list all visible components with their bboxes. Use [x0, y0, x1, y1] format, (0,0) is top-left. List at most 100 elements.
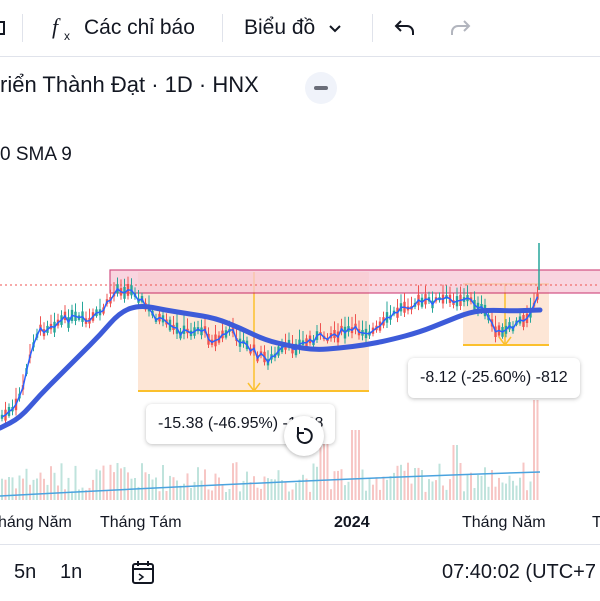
- chart-type-dropdown[interactable]: Biểu đồ: [244, 10, 345, 46]
- volume-bar: [487, 486, 490, 500]
- volume-bar: [410, 483, 413, 500]
- volume-bar: [323, 440, 325, 500]
- volume-bar: [18, 475, 21, 500]
- undo-button[interactable]: [392, 10, 418, 46]
- volume-bar: [277, 470, 280, 500]
- indicator-legend[interactable]: 0 SMA 9: [0, 144, 72, 165]
- volume-bar: [477, 475, 479, 500]
- volume-bar: [22, 478, 24, 500]
- volume-bar: [148, 474, 150, 500]
- resistance-zone[interactable]: [109, 269, 600, 294]
- toolbar-divider: [22, 14, 23, 42]
- volume-bar: [368, 478, 371, 500]
- cut-off-icon: [0, 21, 5, 35]
- measure-label-2: -8.12 (-25.60%) -812: [408, 358, 580, 398]
- volume-bar: [249, 482, 252, 500]
- volume-bar: [60, 463, 63, 500]
- volume-bar: [428, 479, 430, 500]
- volume-bar: [263, 476, 266, 500]
- volume-bar: [344, 485, 346, 500]
- volume-bar: [407, 462, 409, 500]
- volume-bar: [442, 485, 444, 500]
- date-range-button[interactable]: [130, 559, 158, 593]
- fx-icon: f x: [52, 14, 70, 42]
- volume-bar: [305, 478, 308, 500]
- volume-bar: [298, 479, 301, 500]
- volume-bar: [417, 467, 420, 500]
- volume-bar: [466, 474, 469, 500]
- volume-bar: [239, 491, 241, 500]
- volume-bar: [4, 479, 7, 500]
- time-label: 2024: [334, 514, 370, 531]
- volume-bar: [372, 484, 374, 500]
- volume-bar: [246, 471, 248, 500]
- volume-bar: [452, 445, 455, 500]
- volume-bar: [64, 489, 66, 500]
- volume-bar: [221, 485, 224, 500]
- volume-bar: [333, 471, 336, 500]
- volume-bar: [11, 477, 14, 500]
- top-toolbar: f x Các chỉ báo Biểu đồ: [0, 0, 600, 57]
- toolbar-divider: [222, 14, 223, 42]
- volume-bar: [295, 483, 297, 500]
- volume-bar: [382, 476, 385, 500]
- volume-bar: [228, 489, 231, 500]
- volume-bar: [463, 491, 465, 500]
- volume-bar: [197, 467, 199, 500]
- redo-icon: [451, 20, 471, 35]
- volume-bar: [361, 469, 364, 500]
- volume-bar: [50, 466, 52, 500]
- volume-bar: [53, 472, 56, 500]
- volume-bar: [120, 468, 122, 500]
- volume-bar: [302, 474, 304, 500]
- range-5d-button[interactable]: 5n: [14, 561, 37, 583]
- volume-bar: [211, 490, 213, 500]
- volume-bar: [431, 481, 434, 500]
- clock-time[interactable]: 07:40:02 (UTC+7: [442, 561, 596, 583]
- volume-bar: [39, 472, 42, 500]
- volume-bar: [424, 491, 427, 500]
- range-1d-button[interactable]: 1n: [60, 561, 83, 583]
- volume-bar: [25, 468, 28, 500]
- volume-bar: [190, 488, 192, 500]
- volume-bar: [309, 491, 311, 500]
- volume-bar: [78, 489, 80, 500]
- volume-bar: [113, 472, 115, 500]
- toolbar-left-edge-button[interactable]: [0, 10, 10, 46]
- volume-bar: [183, 483, 185, 500]
- volume-bar: [379, 489, 381, 500]
- volume-bar: [536, 400, 539, 500]
- volume-bar: [449, 479, 451, 500]
- volume-bar: [267, 478, 269, 500]
- volume-bar: [456, 445, 458, 500]
- volume-bar: [284, 482, 287, 500]
- volume-bar: [403, 470, 406, 500]
- volume-bar: [533, 400, 535, 500]
- volume-bar: [81, 487, 84, 500]
- volume-bar: [137, 486, 140, 500]
- volume-bar: [151, 479, 154, 500]
- redo-button[interactable]: [447, 10, 473, 46]
- collapse-legend-button[interactable]: [305, 72, 337, 104]
- volume-bar: [470, 472, 472, 500]
- svg-text:x: x: [64, 29, 70, 42]
- volume-bar: [67, 477, 70, 500]
- indicators-button[interactable]: f x Các chỉ báo: [50, 10, 195, 46]
- volume-bar: [526, 490, 528, 500]
- sma-line: [0, 303, 543, 431]
- reset-chart-button[interactable]: [284, 416, 324, 456]
- volume-bar: [207, 489, 210, 500]
- volume-bar: [32, 479, 35, 500]
- volume-bar: [522, 462, 525, 500]
- volume-bar: [127, 472, 129, 500]
- time-label: Tháng Năm: [462, 514, 546, 531]
- volume-bar: [165, 491, 168, 500]
- volume-bar: [347, 481, 350, 500]
- volume-bar: [270, 479, 273, 500]
- volume-bar: [319, 440, 322, 500]
- volume-bar: [123, 467, 126, 500]
- volume-bar: [288, 491, 290, 500]
- volume-bar: [414, 468, 416, 500]
- symbol-title: riển Thành Đạt · 1D · HNX: [0, 72, 259, 97]
